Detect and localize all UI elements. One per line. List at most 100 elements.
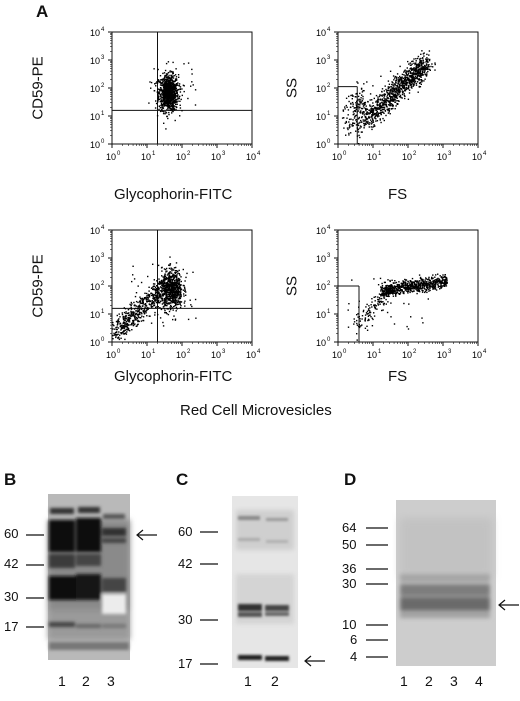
y-tick-label: 10: [90, 56, 100, 66]
event-dot: [179, 107, 182, 109]
event-dot: [169, 86, 171, 88]
event-dot: [424, 73, 426, 75]
event-dot: [412, 285, 414, 287]
event-dot: [162, 289, 165, 291]
event-dot: [401, 77, 403, 79]
event-dot: [170, 97, 172, 99]
event-dot: [420, 79, 422, 81]
event-dot: [348, 127, 350, 129]
event-dot: [168, 275, 170, 278]
event-dot: [170, 91, 172, 93]
event-dot: [173, 294, 175, 296]
event-dot: [367, 308, 370, 310]
event-dot: [388, 89, 390, 92]
event-dot: [415, 82, 418, 85]
event-dot: [349, 106, 352, 108]
event-dot: [422, 63, 424, 65]
event-dot: [353, 107, 355, 109]
event-dot: [373, 312, 375, 314]
event-dot: [391, 92, 393, 94]
event-dot: [129, 315, 132, 317]
event-dot: [147, 294, 149, 297]
event-dot: [356, 333, 358, 335]
event-dot: [388, 101, 391, 104]
event-dot: [172, 278, 175, 281]
event-dot: [118, 338, 121, 341]
event-dot: [171, 279, 173, 281]
event-dot: [376, 103, 378, 106]
event-dot: [413, 285, 415, 288]
x-tick-exp: 2: [413, 151, 417, 157]
event-dot: [427, 67, 429, 69]
y-tick-exp: 0: [101, 337, 105, 343]
event-dot: [164, 100, 166, 102]
event-dot: [379, 110, 382, 112]
event-dot: [359, 125, 362, 127]
event-dot: [160, 95, 162, 97]
event-dot: [171, 294, 174, 297]
event-dot: [173, 296, 175, 299]
event-dot: [399, 94, 402, 97]
event-dot: [180, 98, 182, 101]
event-dot: [117, 320, 119, 322]
event-dot: [125, 315, 128, 317]
event-dot: [159, 107, 162, 109]
event-dot: [434, 284, 436, 286]
event-dot: [182, 284, 184, 287]
event-dot: [408, 80, 410, 82]
event-dot: [174, 285, 176, 287]
event-dot: [428, 279, 430, 281]
event-dot: [176, 296, 178, 298]
event-dot: [179, 303, 181, 305]
event-dot: [375, 112, 377, 115]
event-dot: [380, 300, 382, 303]
event-dot: [161, 89, 163, 91]
event-dot: [384, 103, 386, 106]
event-dot: [175, 303, 177, 305]
event-dot: [131, 323, 133, 326]
event-dot: [164, 97, 166, 99]
event-dot: [171, 71, 173, 73]
event-dot: [173, 283, 175, 285]
event-dot: [385, 295, 388, 297]
event-dot: [362, 98, 364, 100]
event-dot: [161, 275, 163, 277]
event-dot: [170, 268, 172, 270]
event-dot: [383, 287, 385, 290]
event-dot: [425, 60, 428, 62]
event-dot: [421, 81, 423, 83]
event-dot: [428, 50, 431, 52]
event-dot: [128, 319, 131, 321]
event-dot: [184, 305, 186, 307]
event-dot: [115, 332, 117, 334]
event-dot: [397, 91, 399, 93]
event-dot: [136, 314, 139, 316]
event-dot: [187, 97, 189, 100]
event-dot: [178, 273, 180, 275]
event-dot: [161, 104, 163, 106]
event-dot: [174, 78, 177, 80]
event-dot: [169, 107, 171, 109]
event-dot: [169, 90, 171, 92]
event-dot: [165, 298, 167, 300]
event-dot: [175, 100, 177, 103]
event-dot: [140, 317, 142, 319]
event-dot: [114, 328, 116, 330]
event-dot: [175, 76, 178, 78]
event-dot: [117, 337, 119, 339]
event-dot: [138, 300, 141, 303]
event-dot: [416, 283, 418, 285]
event-dot: [378, 104, 380, 106]
event-dot: [137, 315, 139, 317]
event-dot: [426, 68, 428, 70]
event-dot: [381, 88, 384, 90]
event-dot: [399, 65, 401, 68]
event-dot: [380, 94, 382, 96]
event-dot: [159, 281, 162, 284]
event-dot: [409, 288, 412, 290]
event-dot: [374, 307, 377, 309]
event-dot: [377, 99, 379, 101]
event-dot: [387, 109, 389, 112]
event-dot: [411, 79, 413, 82]
event-dot: [421, 289, 423, 292]
